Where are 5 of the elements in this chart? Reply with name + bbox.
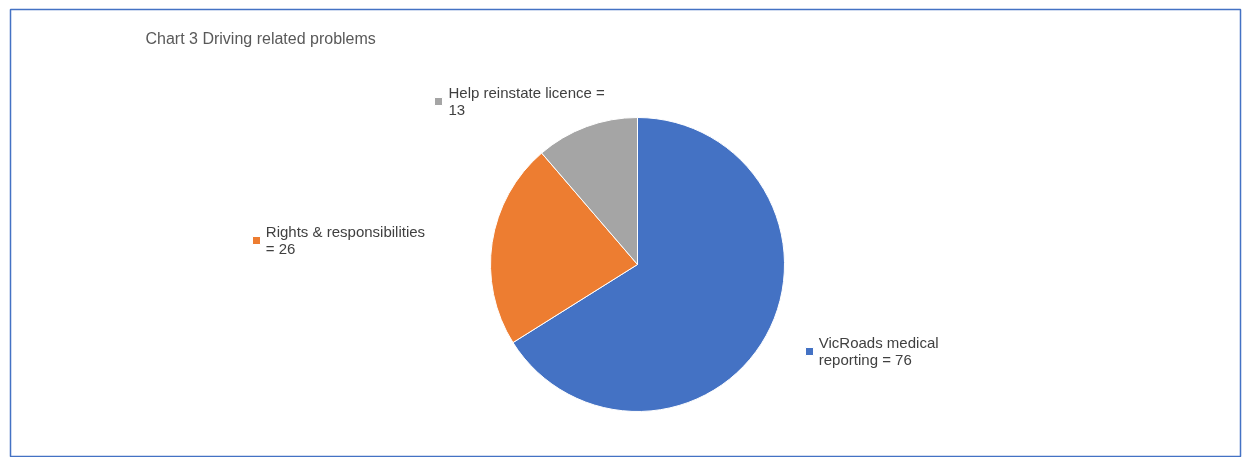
legend-label: Help reinstate licence = 13: [448, 83, 605, 118]
legend-label: VicRoads medical reporting = 76: [818, 334, 939, 369]
chart-title: Chart 3 Driving related problems: [145, 30, 376, 47]
legend-label: Rights & responsibilities: [265, 222, 426, 240]
data-label: = 26: [265, 239, 296, 257]
